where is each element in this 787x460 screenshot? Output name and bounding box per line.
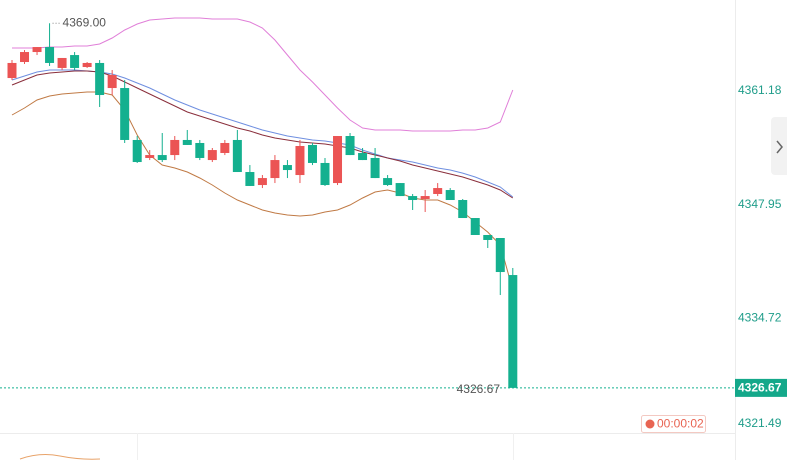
indicator-trace [19,454,101,460]
candle-body [157,155,167,161]
candle-body [220,142,230,153]
candle-body [470,218,480,235]
y-tick-label: 4347.95 [738,197,782,211]
candle-body [107,75,117,89]
candle-body [57,57,67,68]
candle-body [7,62,17,79]
candle-body [270,160,280,179]
candle-body [433,188,443,194]
y-tick-label: 4361.18 [738,83,782,97]
candle-body [120,88,130,140]
last-price-box [735,378,787,397]
collapse-tab[interactable] [771,117,787,175]
candle-body [495,238,505,273]
candle-body [95,62,105,96]
candle-body [170,139,180,156]
candle-body [245,172,255,186]
timer-text: 00:00:02 [657,417,704,431]
candle-body [295,146,305,176]
candle-body [320,162,330,186]
candle-body [370,157,380,179]
candle-body [132,139,142,163]
chevron[interactable] [776,140,783,154]
candle-body [358,152,368,161]
candle-body [395,183,405,197]
candle-body [70,55,80,68]
candle-body [445,190,455,201]
candle-body [145,155,155,158]
candle-body [20,52,30,63]
candle-body [232,139,242,173]
candle-body [333,136,343,184]
candle-body [207,150,217,161]
candle-body [383,178,393,186]
candle-body [82,62,92,68]
candle-body [307,144,317,163]
timer-frame [641,415,706,433]
candle-body [345,136,355,156]
candle-body [483,234,493,240]
indicator-line [12,17,514,132]
y-tick-label: 4334.72 [738,311,782,325]
candle-body [195,142,205,158]
candle-body [508,275,518,388]
candle-body [408,196,418,201]
candle-body [182,139,192,145]
candle-body [458,200,468,219]
timer-box: 00:00:02 [641,415,706,433]
high-label: 4369.00 [63,15,107,29]
last-price-axis-label: 4326.67 [738,381,782,395]
candle-body [45,47,55,63]
tab-bg[interactable] [771,117,787,175]
candle-body [420,196,430,199]
last-price-label: 4326.67 [457,382,501,396]
candle-body [257,178,267,186]
timer-icon [645,419,655,429]
candle-body [32,47,42,53]
candle-body [282,165,292,171]
y-tick-label: 4321.49 [738,416,782,430]
